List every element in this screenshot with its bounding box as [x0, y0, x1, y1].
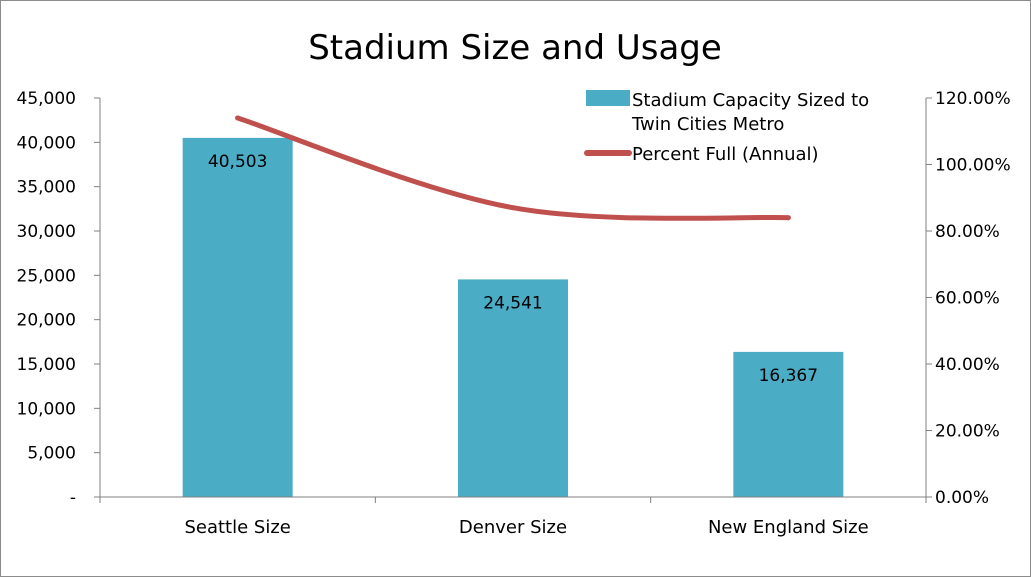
legend-label-capacity: Twin Cities Metro — [631, 114, 784, 135]
bar-1 — [182, 137, 293, 497]
bar-2 — [458, 279, 568, 497]
y-right-tick-label: 20.00% — [935, 422, 1000, 442]
data-label-2: 24,541 — [483, 293, 542, 313]
chart-title: Stadium Size and Usage — [308, 28, 722, 68]
plot-area: 40,503 24,541 16,367 - 5,000 10,000 15,000 20,0… — [17, 89, 1011, 538]
y-left-tick-label: 20,000 — [17, 311, 76, 331]
line-point-3 — [785, 215, 791, 221]
y-left-tick-label: 15,000 — [17, 355, 76, 375]
y-left-tick-label: 30,000 — [17, 222, 76, 242]
y-right-tick-label: 0.00% — [935, 488, 989, 508]
y-right-tick-label: 120.00% — [935, 89, 1011, 109]
legend-swatch-capacity — [586, 90, 630, 106]
y-left-tick-label: 35,000 — [17, 178, 76, 198]
line-point-2 — [510, 205, 516, 211]
y-left-tick-label: 25,000 — [17, 266, 76, 286]
y-left-tick-label: 40,000 — [17, 133, 76, 153]
y-left-tick-label: 45,000 — [17, 89, 76, 109]
x-tick-label: New England Size — [708, 517, 869, 538]
legend-label-percent-full: Percent Full (Annual) — [632, 144, 819, 165]
line-point-1 — [235, 115, 241, 121]
y-right-tick-label: 60.00% — [935, 289, 1000, 309]
x-tick-label: Denver Size — [459, 517, 567, 538]
data-label-1: 40,503 — [208, 152, 267, 172]
bar-3 — [733, 351, 844, 497]
legend: Stadium Capacity Sized to Twin Cities Met… — [584, 90, 869, 165]
y-left-tick-label: 10,000 — [17, 399, 76, 419]
y-left-tick-label: - — [70, 488, 76, 508]
y-left-tick-label: 5,000 — [27, 444, 76, 464]
y-right-tick-label: 80.00% — [935, 222, 1000, 242]
legend-label-capacity: Stadium Capacity Sized to — [632, 90, 869, 111]
y-right-tick-label: 100.00% — [935, 156, 1011, 176]
x-tick-label: Seattle Size — [184, 517, 290, 538]
y-right-tick-label: 40.00% — [935, 355, 1000, 375]
data-label-3: 16,367 — [759, 366, 818, 386]
